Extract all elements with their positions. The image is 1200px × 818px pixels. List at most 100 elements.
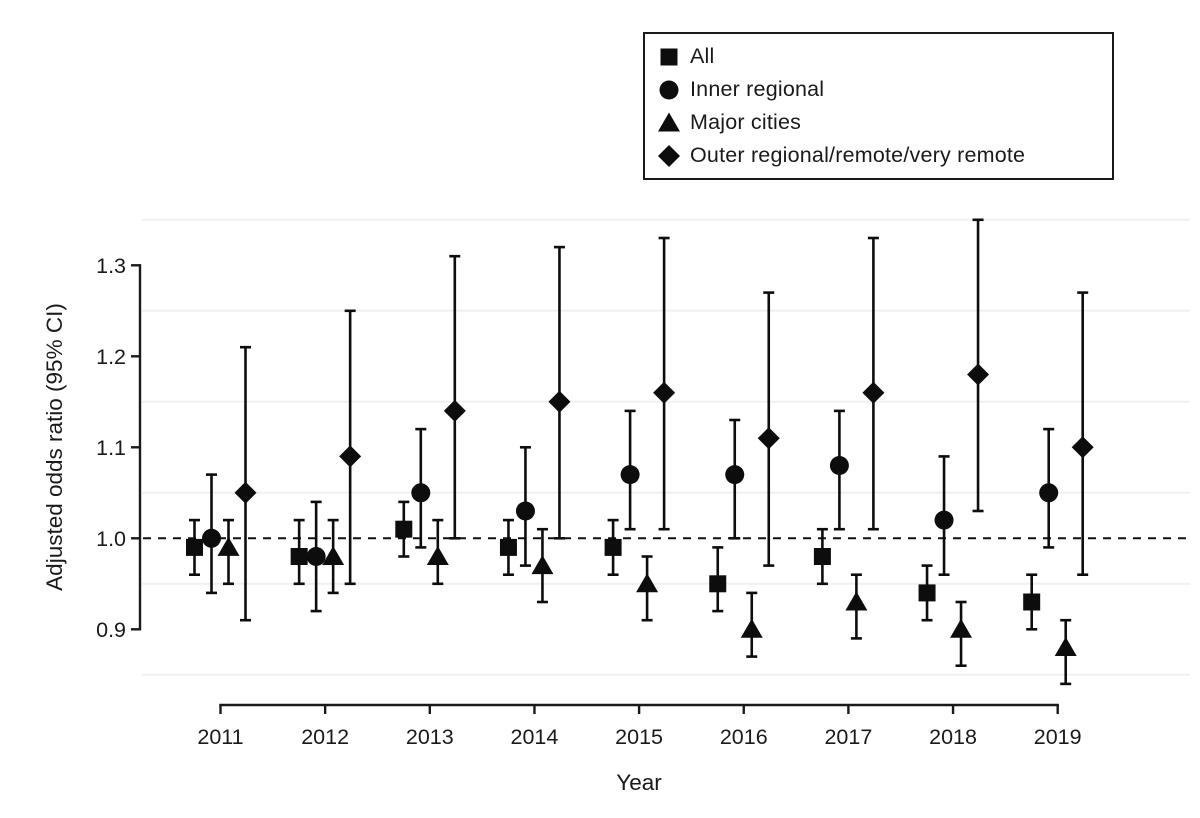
x-tick-label-2012: 2012 — [301, 725, 349, 749]
point-inner-regional-2011 — [202, 473, 221, 595]
marker-major-cities-2012 — [322, 546, 345, 565]
legend-label-all: All — [690, 44, 715, 68]
marker-inner-regional-2015 — [620, 465, 640, 485]
marker-outer-regional-remote-very-remote-2014 — [548, 390, 571, 413]
point-all-2019 — [1023, 573, 1041, 631]
marker-outer-regional-remote-very-remote-2019 — [1071, 436, 1094, 459]
data-series — [186, 218, 1094, 686]
marker-major-cities-2014 — [531, 555, 554, 575]
y-tick-label-0.9: 0.9 — [96, 618, 126, 642]
x-tick-label-2014: 2014 — [511, 725, 559, 749]
marker-inner-regional-2018 — [934, 510, 954, 530]
point-inner-regional-2014 — [515, 445, 535, 567]
series-inner-regional — [202, 409, 1059, 613]
marker-outer-regional-remote-very-remote-2015 — [653, 381, 676, 404]
marker-outer-regional-remote-very-remote-2016 — [757, 427, 780, 450]
point-inner-regional-2018 — [934, 455, 954, 577]
x-tick-label-2016: 2016 — [720, 725, 768, 749]
legend-item-major-cities: Major cities — [657, 106, 1100, 139]
circle-icon — [659, 80, 679, 99]
legend-label-major-cities: Major cities — [690, 110, 802, 134]
point-major-cities-2015 — [636, 555, 659, 622]
legend-label-inner-regional: Inner regional — [690, 77, 825, 101]
marker-major-cities-2018 — [950, 618, 973, 638]
marker-inner-regional-2013 — [411, 483, 431, 503]
x-tick-label-2018: 2018 — [929, 725, 977, 749]
marker-outer-regional-remote-very-remote-2017 — [862, 381, 885, 404]
point-major-cities-2018 — [950, 600, 973, 668]
point-all-2016 — [709, 546, 727, 613]
x-tick-label-2015: 2015 — [615, 725, 663, 749]
legend-item-inner-regional: Inner regional — [657, 73, 1100, 106]
legend-marker-cell — [657, 78, 683, 102]
triangle-icon — [658, 112, 680, 131]
marker-inner-regional-2012 — [306, 547, 326, 566]
point-all-2013 — [395, 500, 413, 558]
point-outer-regional-remote-very-remote-2014 — [548, 245, 571, 540]
point-all-2015 — [604, 518, 622, 577]
marker-inner-regional-2014 — [515, 501, 535, 521]
x-tick-label-2017: 2017 — [824, 725, 872, 749]
series-all — [186, 500, 1041, 631]
point-major-cities-2012 — [322, 518, 345, 595]
point-outer-regional-remote-very-remote-2013 — [443, 254, 466, 540]
diamond-icon-glyph — [658, 144, 680, 167]
marker-all-2014 — [499, 538, 517, 556]
axes: 0.9 1.0 1.1 1.2 1.3 2011 2012 2013 2014 2015 2016 2… — [96, 254, 1082, 749]
legend-item-all: All — [657, 40, 1100, 73]
marker-outer-regional-remote-very-remote-2013 — [443, 399, 466, 422]
point-outer-regional-remote-very-remote-2018 — [967, 218, 990, 513]
marker-major-cities-2013 — [426, 546, 449, 565]
series-outer-regional-remote-very-remote — [234, 218, 1094, 622]
point-outer-regional-remote-very-remote-2011 — [234, 345, 257, 622]
marker-all-2019 — [1023, 593, 1041, 611]
legend-marker-cell — [657, 144, 683, 168]
marker-inner-regional-2016 — [725, 465, 745, 485]
marker-all-2013 — [395, 520, 413, 538]
point-major-cities-2017 — [845, 573, 868, 640]
triangle-icon-glyph — [658, 112, 680, 131]
point-outer-regional-remote-very-remote-2012 — [339, 309, 362, 586]
marker-outer-regional-remote-very-remote-2011 — [234, 481, 257, 504]
legend-marker-cell — [657, 111, 683, 135]
point-major-cities-2019 — [1054, 618, 1077, 686]
marker-major-cities-2011 — [217, 536, 240, 556]
point-inner-regional-2013 — [411, 427, 431, 549]
marker-inner-regional-2011 — [202, 528, 221, 548]
marker-all-2011 — [186, 538, 203, 556]
square-icon — [660, 48, 678, 65]
point-all-2018 — [918, 564, 936, 622]
point-major-cities-2014 — [531, 527, 554, 604]
legend-label-outer-regional-remote-very-remote: Outer regional/remote/very remote — [690, 143, 1026, 167]
square-icon-glyph — [660, 48, 678, 65]
point-inner-regional-2017 — [829, 409, 849, 531]
marker-all-2012 — [290, 548, 308, 565]
marker-all-2015 — [604, 538, 622, 556]
point-inner-regional-2019 — [1039, 427, 1059, 549]
legend-marker-cell — [657, 45, 683, 69]
marker-outer-regional-remote-very-remote-2012 — [339, 445, 362, 468]
y-tick-label-1.2: 1.2 — [96, 345, 126, 369]
point-all-2011 — [186, 518, 203, 577]
marker-all-2017 — [813, 548, 831, 565]
x-tick-label-2019: 2019 — [1034, 725, 1082, 749]
y-axis-title: Adjusted odds ratio (95% CI) — [42, 303, 67, 591]
diamond-icon — [658, 144, 680, 167]
y-tick-label-1: 1.0 — [96, 527, 126, 551]
point-all-2014 — [499, 518, 517, 577]
point-outer-regional-remote-very-remote-2016 — [757, 291, 780, 567]
point-inner-regional-2015 — [620, 409, 640, 531]
marker-major-cities-2017 — [845, 591, 868, 611]
marker-major-cities-2015 — [636, 573, 659, 593]
point-all-2012 — [290, 518, 308, 586]
x-tick-label-2011: 2011 — [197, 725, 243, 749]
point-all-2017 — [813, 527, 831, 586]
point-outer-regional-remote-very-remote-2017 — [862, 236, 885, 531]
point-major-cities-2013 — [426, 518, 449, 586]
marker-all-2018 — [918, 584, 936, 602]
marker-major-cities-2019 — [1054, 637, 1077, 656]
legend: All Inner regional Major cities Outer regio… — [643, 32, 1114, 180]
marker-inner-regional-2019 — [1039, 483, 1059, 503]
